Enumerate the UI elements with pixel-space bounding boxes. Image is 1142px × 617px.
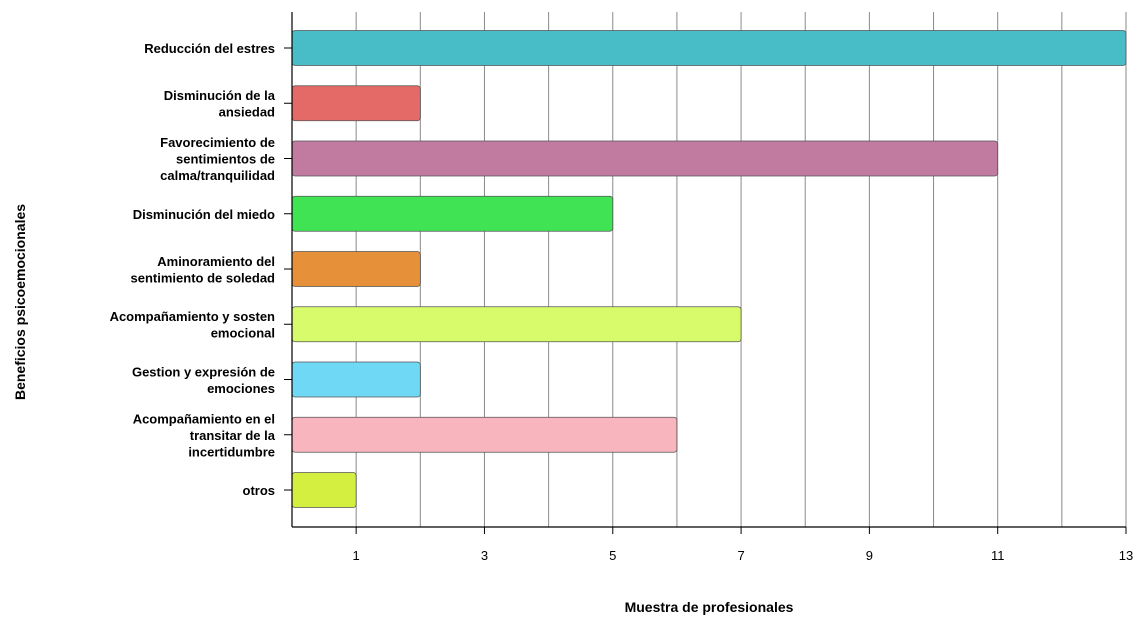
bar [291, 306, 742, 343]
y-axis-category-labels: Reducción del estres Disminución de la ans… [110, 41, 292, 498]
y-category-label: Favorecimiento de [160, 135, 275, 150]
y-category-label: ansiedad [219, 105, 275, 120]
y-category-label: Gestion y expresión de [132, 364, 275, 379]
bar [291, 85, 421, 122]
x-axis-ticks: 1 3 5 7 9 11 13 [353, 527, 1133, 563]
bars [291, 30, 1127, 508]
gridlines [355, 12, 1127, 527]
y-category-label: incertidumbre [188, 444, 275, 459]
x-tick-label: 11 [991, 548, 1005, 563]
bar [291, 195, 614, 232]
bar [291, 416, 678, 453]
bar [291, 140, 999, 177]
bar [291, 472, 357, 508]
bar [291, 361, 421, 398]
y-category-label: sentimiento de soledad [131, 270, 276, 285]
bar [291, 30, 1127, 66]
x-tick-label: 3 [481, 548, 488, 563]
bar [291, 251, 421, 287]
y-category-label: calma/tranquilidad [160, 168, 275, 183]
y-category-label: emocional [211, 326, 275, 341]
y-category-label: emociones [207, 381, 275, 396]
x-tick-label: 13 [1119, 548, 1133, 563]
y-category-label: Acompañamiento en el [133, 411, 275, 426]
y-category-label: Aminoramiento del [157, 254, 275, 269]
y-category-label: Acompañamiento y sosten [110, 309, 275, 324]
x-tick-label: 7 [737, 548, 744, 563]
x-axis-title: Muestra de profesionales [625, 599, 794, 615]
y-category-label: otros [243, 483, 276, 498]
y-category-label: Disminución del miedo [133, 207, 275, 222]
y-category-label: sentimientos de [176, 152, 275, 167]
y-category-label: Disminución de la [164, 88, 276, 103]
y-category-label: transitar de la [190, 428, 276, 443]
x-tick-label: 5 [609, 548, 616, 563]
y-category-label: Reducción del estres [144, 41, 275, 56]
y-axis-title: Beneficios psicoemocionales [12, 204, 28, 400]
x-tick-label: 1 [353, 548, 360, 563]
x-tick-label: 9 [866, 548, 873, 563]
